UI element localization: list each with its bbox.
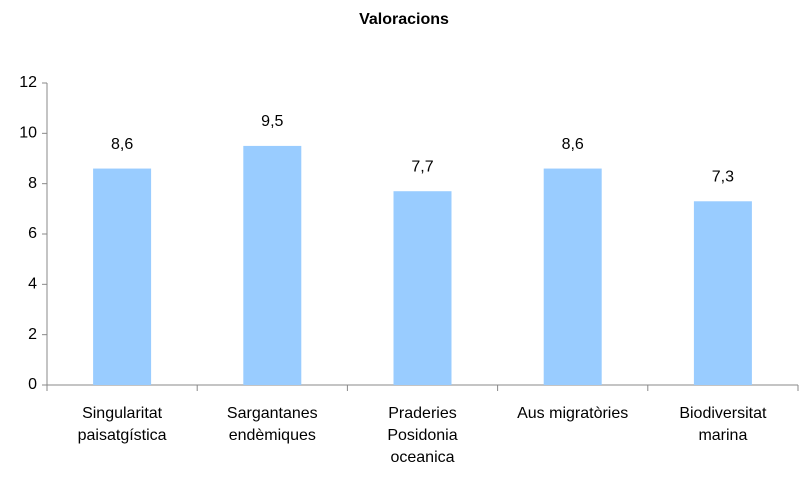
x-tick-label: Aus migratòries [517,405,629,422]
y-tick-label: 4 [28,276,37,293]
x-tick-label: Singularitat paisatgística [77,405,167,444]
x-tick-label: Biodiversitat marina [679,405,767,444]
value-label: 7,7 [411,158,433,175]
bar [543,168,602,385]
y-tick-label: 0 [28,376,37,393]
y-tick-label: 8 [28,175,37,192]
y-tick-label: 10 [19,125,37,142]
x-tick-label: Praderies Posidonia oceanica [387,405,458,466]
chart-title: Valoracions [359,11,449,28]
bar [393,191,452,385]
value-label: 8,6 [562,136,584,153]
y-tick-label: 2 [28,326,37,343]
bar [693,201,752,385]
value-label: 7,3 [712,169,734,186]
value-label: 9,5 [261,113,283,130]
bar [243,145,302,385]
y-tick-label: 12 [19,74,37,91]
x-tick-label: Sargantanes endèmiques [226,405,318,444]
value-label: 8,6 [111,136,133,153]
bar [93,168,152,385]
y-tick-label: 6 [28,225,37,242]
